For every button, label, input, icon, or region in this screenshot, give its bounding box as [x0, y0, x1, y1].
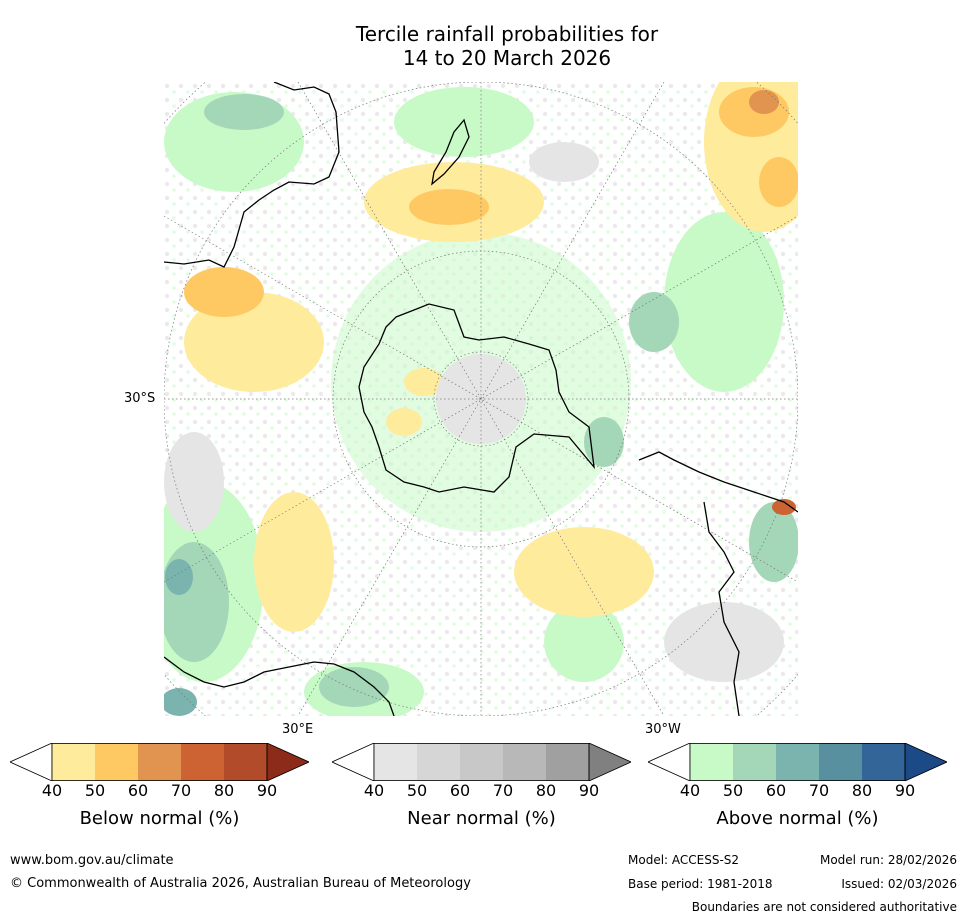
colorbar-tick: 50 — [84, 781, 106, 800]
colorbar-tick: 40 — [679, 781, 701, 800]
colorbar-segment — [95, 743, 138, 781]
colorbar-tick: 70 — [808, 781, 830, 800]
colorbar-tick: 80 — [535, 781, 557, 800]
colorbar-svg — [647, 742, 948, 782]
colorbar-segment — [138, 743, 181, 781]
colorbar-segment — [862, 743, 905, 781]
website-link[interactable]: www.bom.gov.au/climate — [10, 853, 174, 868]
new-zealand-coastline — [431, 118, 470, 186]
colorbar-tick: 80 — [213, 781, 235, 800]
south-america-coastline — [638, 451, 798, 716]
colorbar-2: 40 50 60 70 80 90 — [647, 742, 948, 800]
colorbar-low-arrow — [647, 742, 691, 782]
colorbar-tick: 70 — [492, 781, 514, 800]
lon-label-30w: 30°W — [645, 722, 681, 737]
colorbar-high-arrow — [266, 742, 310, 782]
lat-label-30s: 30°S — [124, 391, 156, 406]
colorbar-segment — [733, 743, 776, 781]
map-title: Tercile rainfall probabilities for 14 to… — [0, 22, 965, 70]
colorbar-segment — [819, 743, 862, 781]
colorbar-low-arrow — [331, 742, 375, 782]
colorbar-tick: 90 — [256, 781, 278, 800]
colorbar-tick: 90 — [894, 781, 916, 800]
colorbar-title: Near normal (%) — [407, 808, 556, 829]
disclaimer: Boundaries are not considered authoritat… — [691, 900, 957, 914]
colorbar-title: Below normal (%) — [79, 808, 240, 829]
colorbar-title: Above normal (%) — [716, 808, 879, 829]
colorbar-segment — [52, 743, 95, 781]
issued-label: Issued: 02/03/2026 — [841, 877, 957, 891]
model-run-label: Model run: 28/02/2026 — [819, 853, 957, 867]
colorbar-segment — [776, 743, 819, 781]
colorbar-low-arrow — [9, 742, 53, 782]
colorbar-border — [689, 743, 906, 782]
colorbar-segment — [503, 743, 546, 781]
above-normal-strong — [164, 94, 798, 707]
colorbar-segment — [224, 743, 267, 781]
near-normal-regions — [164, 142, 784, 682]
colorbar-segment — [181, 743, 224, 781]
colorbar-high-arrow — [904, 742, 948, 782]
polar-rainfall-map — [164, 82, 798, 716]
colorbar-tick: 70 — [170, 781, 192, 800]
colorbar-tick: 60 — [765, 781, 787, 800]
colorbar-segment — [417, 743, 460, 781]
title-line-2: 14 to 20 March 2026 — [402, 46, 612, 70]
below-normal-regions — [184, 82, 798, 632]
colorbar-svg — [9, 742, 310, 782]
colorbar-tick: 50 — [406, 781, 428, 800]
map-svg — [164, 82, 798, 716]
base-period-label: Base period: 1981-2018 — [628, 877, 773, 891]
colorbar-1: 40 50 60 70 80 90 — [331, 742, 632, 800]
colorbar-0: 40 50 60 70 80 90 — [9, 742, 310, 800]
colorbar-tick: 50 — [722, 781, 744, 800]
colorbar-segment — [374, 743, 417, 781]
colorbar-border — [51, 743, 268, 782]
graticule — [164, 82, 798, 716]
colorbar-tick: 60 — [127, 781, 149, 800]
africa-coastline — [164, 656, 395, 716]
colorbar-tick: 90 — [578, 781, 600, 800]
colorbar-segment — [690, 743, 733, 781]
colorbar-tick: 60 — [449, 781, 471, 800]
australia-coastline — [164, 82, 340, 268]
colorbar-tick: 40 — [41, 781, 63, 800]
lon-label-30e: 30°E — [282, 722, 314, 737]
copyright: © Commonwealth of Australia 2026, Austra… — [10, 876, 471, 891]
colorbar-svg — [331, 742, 632, 782]
colorbar-segment — [546, 743, 589, 781]
antarctica-coastline — [358, 303, 595, 493]
colorbar-tick: 80 — [851, 781, 873, 800]
colorbar-tick: 40 — [363, 781, 385, 800]
above-normal-stronger — [164, 559, 197, 716]
title-line-1: Tercile rainfall probabilities for — [355, 22, 659, 46]
colorbar-high-arrow — [588, 742, 632, 782]
colorbar-segment — [460, 743, 503, 781]
model-label: Model: ACCESS-S2 — [628, 853, 740, 867]
colorbar-border — [373, 743, 590, 782]
